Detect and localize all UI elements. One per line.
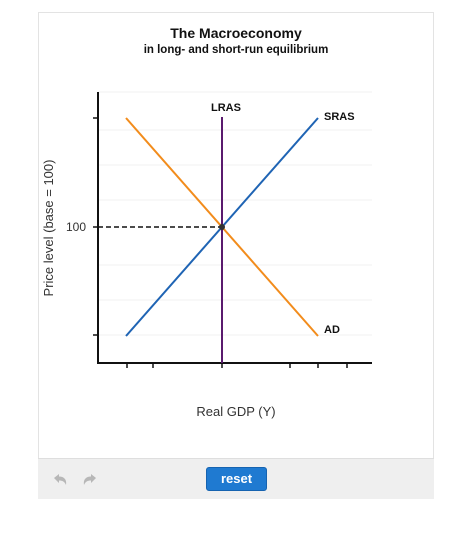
undo-icon[interactable] [50, 470, 70, 490]
grid [98, 91, 372, 336]
toolbar: reset [38, 458, 434, 499]
chart-subtitle: in long- and short-run equilibrium [144, 44, 329, 56]
chart-title: The Macroeconomy [170, 25, 302, 41]
macro-chart: The Macroeconomy in long- and short-run … [41, 25, 372, 419]
lras-label: LRAS [211, 102, 241, 114]
y-tick-label-100: 100 [66, 220, 86, 234]
ad-label: AD [324, 324, 340, 336]
x-axis-label: Real GDP (Y) [196, 404, 275, 419]
reset-button[interactable]: reset [206, 467, 267, 491]
sras-label: SRAS [324, 111, 355, 123]
equilibrium-point[interactable] [219, 224, 225, 230]
redo-icon[interactable] [80, 470, 100, 490]
chart-panel [38, 12, 434, 499]
y-axis-label: Price level (base = 100) [41, 160, 56, 297]
axis-ticks [93, 117, 348, 368]
